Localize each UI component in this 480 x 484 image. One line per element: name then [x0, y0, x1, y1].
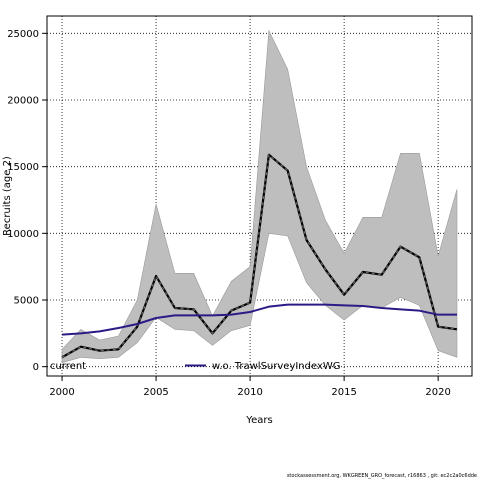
x-tick-label-2020: 2020 [425, 387, 450, 398]
series-line-layer [61, 153, 458, 359]
legend-label-current: current [50, 361, 86, 372]
legend: current w.o. TrawlSurveyIndexWG [50, 361, 341, 372]
y-tick-label-25000: 25000 [7, 29, 39, 40]
y-tick-label-20000: 20000 [7, 96, 39, 107]
y-axis-label: Recruits (age 2) [2, 156, 13, 236]
x-tick-label-2010: 2010 [237, 387, 262, 398]
axes: 2000 2005 2010 2015 2020 0 5000 10000 15000 20000… [7, 29, 451, 398]
series-line-current-dash [61, 154, 458, 358]
confidence-band-layer [61, 29, 458, 364]
legend-label-alt: w.o. TrawlSurveyIndexWG [212, 361, 341, 372]
y-tick-label-5000: 5000 [14, 296, 39, 307]
series-line-wo-trawl-survey [61, 303, 457, 336]
x-tick-label-2000: 2000 [49, 387, 74, 398]
x-axis-label: Years [245, 415, 272, 426]
plot-frame [46, 15, 473, 377]
y-tick-label-10000: 10000 [7, 229, 39, 240]
x-tick-label-2015: 2015 [331, 387, 356, 398]
confidence-band [61, 29, 458, 364]
y-tick-label-15000: 15000 [7, 162, 39, 173]
x-tick-label-2005: 2005 [143, 387, 168, 398]
footer-note: stockassessment.org, WKGREEN_GRO_forecas… [286, 473, 477, 479]
y-tick-label-0: 0 [33, 362, 39, 373]
